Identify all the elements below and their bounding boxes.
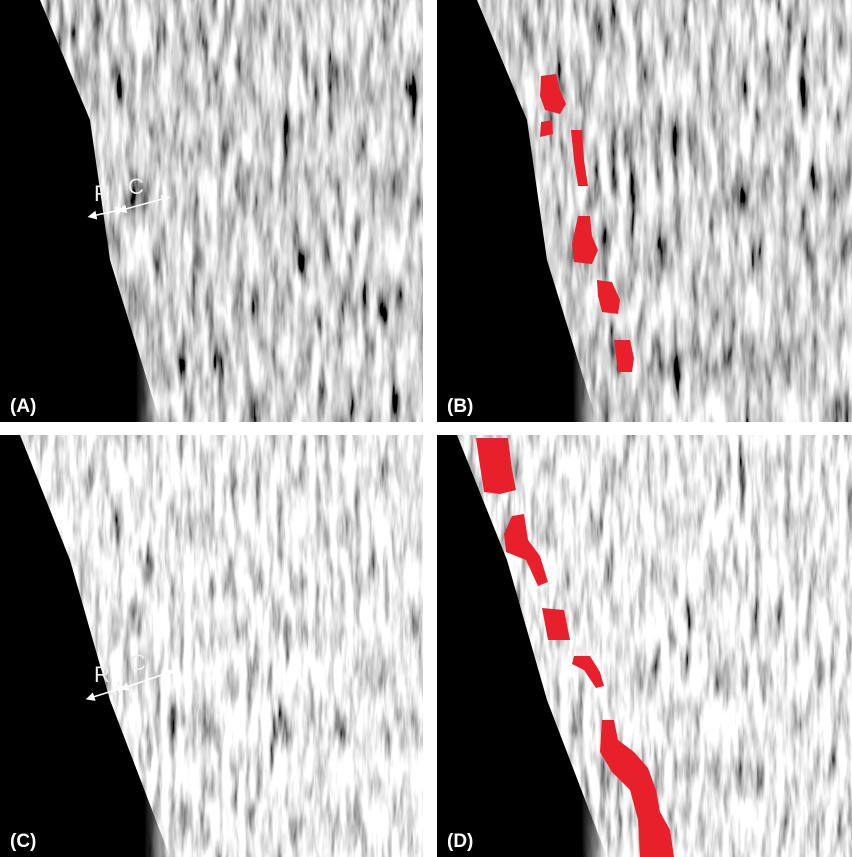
panel-label: (A)	[10, 396, 36, 417]
arrow	[85, 685, 127, 701]
annotation: C	[128, 174, 144, 199]
panel-label: (D)	[447, 831, 473, 852]
dark-region	[0, 0, 160, 422]
dark-region	[0, 435, 170, 857]
panel-b: (B)	[437, 0, 852, 422]
annotation: R	[94, 662, 110, 687]
dark-region	[437, 435, 607, 857]
segmentation	[540, 74, 634, 372]
panel-a: R C (A)	[0, 0, 423, 422]
arrow	[87, 206, 125, 220]
dark-region	[437, 0, 597, 422]
annotation: R	[94, 181, 110, 206]
panel-label: (B)	[447, 396, 473, 417]
segmentation	[476, 438, 674, 857]
panel-d: (D)	[437, 435, 852, 857]
arrow	[117, 194, 171, 214]
panel-label: (C)	[10, 831, 36, 852]
arrow	[119, 669, 175, 691]
panel-c: R C (C)	[0, 435, 423, 857]
annotation: C	[130, 650, 146, 675]
